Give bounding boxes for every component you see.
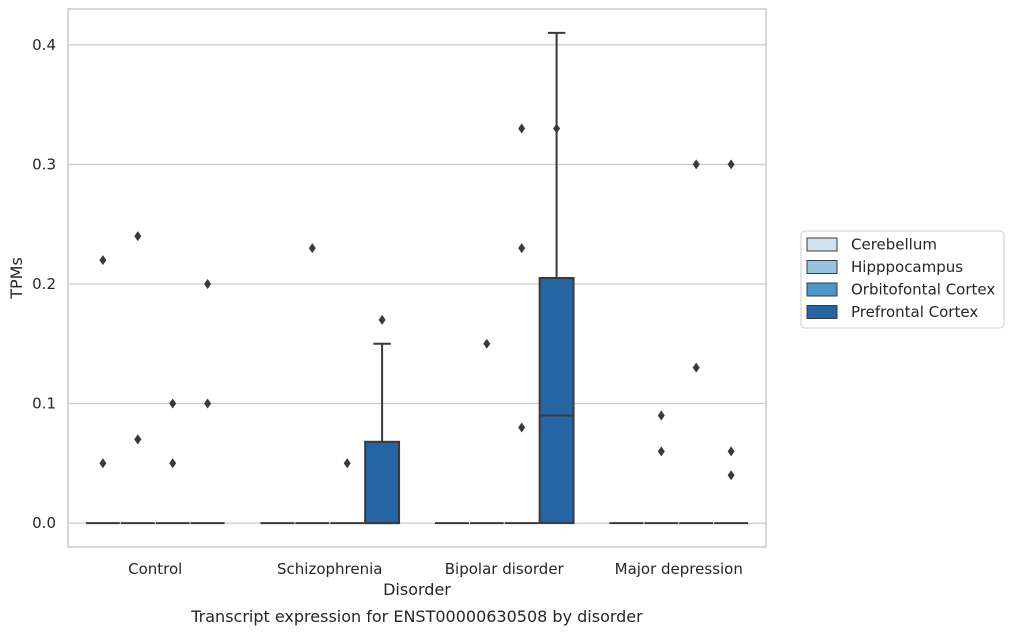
outlier-point [692,159,700,170]
outlier-point [134,231,142,242]
outlier-point [727,446,735,457]
box-prefrontal-cortex-control [190,278,225,525]
outlier-point [483,338,491,349]
box-prefrontal-cortex-schizophrenia [364,314,401,525]
plot-area [85,31,749,525]
box-orbitofontal-cortex-control [155,398,190,525]
x-tick-label: Schizophrenia [277,560,382,578]
outlier-point [204,398,212,409]
box-prefrontal-cortex-major-depression [714,159,749,525]
chart-caption: Transcript expression for ENST0000063050… [190,607,643,626]
box-orbitofontal-cortex-bipolar-disorder [504,123,539,525]
box-body [364,440,401,525]
legend-frame [800,230,1005,329]
y-tick-label: 0.0 [32,514,56,532]
y-axis-ticks: 0.0 0.1 0.2 0.3 0.4 [32,36,56,532]
x-tick-label: Bipolar disorder [445,560,565,578]
outlier-point [99,458,107,469]
box-prefrontal-cortex-bipolar-disorder [538,31,575,525]
outlier-point [169,458,177,469]
outlier-point [99,255,107,266]
box-hipppocampus-major-depression [644,410,679,525]
outlier-point [727,470,735,481]
outlier-point [378,314,386,325]
box-cerebellum-control [85,255,120,525]
legend-swatch [806,282,838,297]
legend-label: Cerebellum [851,236,937,254]
legend-swatch [806,237,838,252]
outlier-point [343,458,351,469]
outlier-point [204,278,212,289]
box-hipppocampus-bipolar-disorder [469,338,504,525]
y-axis-title: TPMs [7,257,26,300]
outlier-point [518,422,526,433]
legend-swatch [806,260,838,274]
box-hipppocampus-schizophrenia [295,243,330,525]
legend-label: Prefrontal Cortex [851,303,978,321]
x-tick-label: Major depression [615,560,743,578]
legend-label: Orbitofontal Cortex [851,281,995,299]
outlier-point [134,434,142,445]
box-orbitofontal-cortex-major-depression [679,159,714,525]
outlier-point [518,123,526,134]
plot-frame [67,8,767,548]
outlier-point [692,362,700,373]
legend-label: Hipppocampus [851,258,963,276]
outlier-point [657,446,665,457]
box-body [538,277,575,525]
box-orbitofontal-cortex-schizophrenia [330,458,365,525]
outlier-point [727,159,735,170]
x-axis-title: Disorder [383,580,451,599]
y-tick-label: 0.1 [32,395,56,413]
x-tick-label: Control [128,560,182,578]
outlier-point [308,243,316,254]
outlier-point [169,398,177,409]
legend-swatch [806,305,838,319]
y-tick-label: 0.4 [32,36,56,54]
outlier-point [553,123,561,134]
box-hipppocampus-control [120,231,155,525]
outlier-point [518,243,526,254]
x-axis-ticks: Control Schizophrenia Bipolar disorder Majo… [128,560,743,578]
outlier-point [657,410,665,421]
y-tick-label: 0.3 [32,155,56,173]
legend: Cerebellum Hipppocampus Orbitofontal Corte… [800,230,1005,329]
y-tick-label: 0.2 [32,275,56,293]
